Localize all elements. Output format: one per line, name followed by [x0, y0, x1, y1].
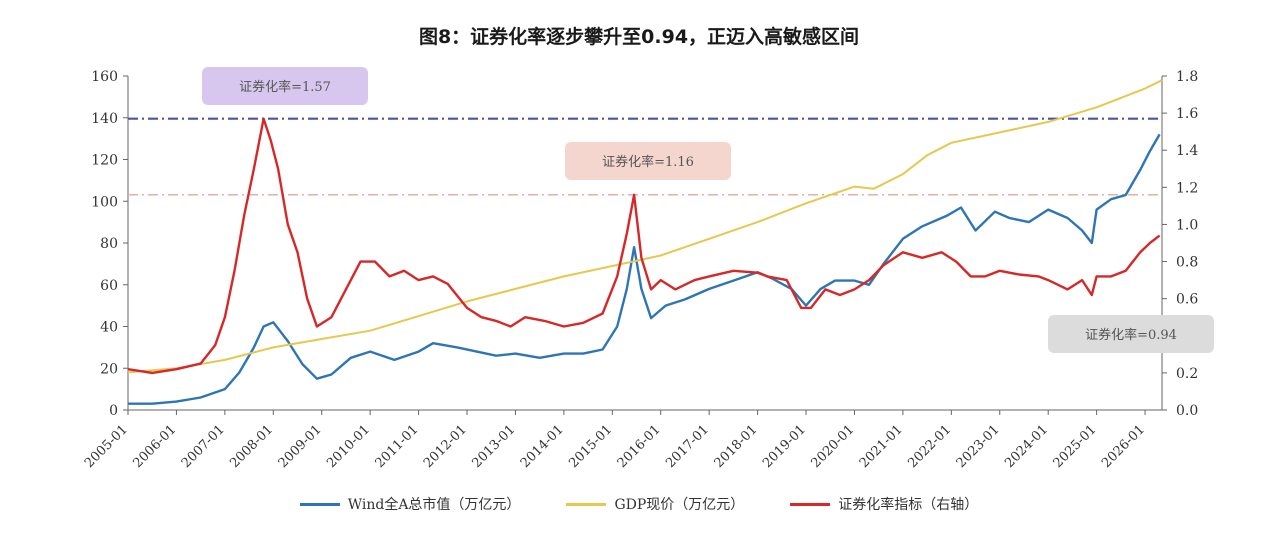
x-tick-label: 2023-01: [954, 422, 1003, 471]
x-tick-label: 2019-01: [760, 422, 809, 471]
left-tick-label: 0: [109, 403, 118, 419]
left-tick-label: 40: [100, 320, 118, 336]
annotation-0-94-label: 证券化率=0.94: [1085, 327, 1177, 343]
x-tick-label: 2011-01: [373, 422, 422, 471]
legend-item-securitization: 证券化率指标（右轴）: [790, 494, 978, 514]
left-tick-label: 160: [91, 69, 118, 85]
x-tick-label: 2015-01: [566, 422, 615, 471]
legend-swatch-securitization: [790, 502, 831, 506]
legend-swatch-gdp: [566, 502, 607, 506]
x-tick-label: 2006-01: [130, 422, 179, 471]
series-line-market-cap: [128, 133, 1161, 405]
right-tick-label: 0.8: [1176, 255, 1198, 271]
x-tick-label: 2007-01: [179, 422, 228, 471]
left-tick-label: 20: [100, 361, 118, 377]
series-line-gdp: [127, 79, 1163, 374]
left-tick-label: 100: [91, 194, 118, 210]
x-tick-label: 2012-01: [421, 422, 470, 471]
right-tick-label: 1.0: [1176, 217, 1198, 233]
x-tick-label: 2013-01: [469, 422, 518, 471]
x-tick-label: 2016-01: [615, 422, 664, 471]
x-tick-label: 2020-01: [808, 422, 857, 471]
annotation-1-16-box: [565, 142, 731, 180]
x-tick-label: 2024-01: [1002, 422, 1051, 471]
x-tick-label: 2021-01: [857, 422, 906, 471]
legend-label-gdp: GDP现价（万亿元）: [614, 497, 745, 513]
legend-swatch-market-cap: [299, 502, 340, 506]
right-tick-label: 1.6: [1176, 106, 1198, 122]
right-tick-label: 0.6: [1176, 292, 1198, 308]
right-tick-label: 1.8: [1176, 69, 1198, 85]
left-tick-label: 60: [100, 278, 118, 294]
x-tick-label: 2005-01: [82, 422, 131, 471]
left-tick-label: 80: [100, 236, 118, 252]
x-tick-label: 2009-01: [276, 422, 325, 471]
x-tick-label: 2026-01: [1099, 422, 1148, 471]
legend-label-market-cap: Wind全A总市值（万亿元）: [347, 497, 521, 513]
legend-label-securitization: 证券化率指标（右轴）: [838, 497, 979, 513]
x-tick-label: 2018-01: [712, 422, 761, 471]
right-tick-label: 0.2: [1176, 366, 1198, 382]
right-tick-label: 0.0: [1176, 403, 1198, 419]
legend-item-market-cap: Wind全A总市值（万亿元）: [299, 494, 521, 514]
right-tick-label: 1.4: [1176, 143, 1198, 159]
legend-item-gdp: GDP现价（万亿元）: [566, 494, 744, 514]
x-tick-label: 2008-01: [227, 422, 276, 471]
annotation-1-57-box: [202, 67, 368, 105]
series-line-securitization: [127, 117, 1161, 375]
x-tick-label: 2025-01: [1051, 422, 1100, 471]
annotation-1-57-label: 证券化率=1.57: [239, 79, 331, 95]
x-tick-label: 2010-01: [324, 422, 373, 471]
annotation-1-16-label: 证券化率=1.16: [602, 154, 694, 170]
chart-title: 图8：证券化率逐步攀升至0.94，正迈入高敏感区间: [418, 26, 860, 48]
legend: Wind全A总市值（万亿元） GDP现价（万亿元） 证券化率指标（右轴）: [0, 494, 1278, 514]
left-tick-label: 140: [91, 111, 118, 127]
x-tick-label: 2022-01: [905, 422, 954, 471]
x-tick-label: 2014-01: [518, 422, 567, 471]
x-tick-label: 2017-01: [663, 422, 712, 471]
right-tick-label: 1.2: [1176, 180, 1198, 196]
annotation-0-94-box: [1048, 315, 1214, 353]
left-tick-label: 120: [91, 153, 118, 169]
